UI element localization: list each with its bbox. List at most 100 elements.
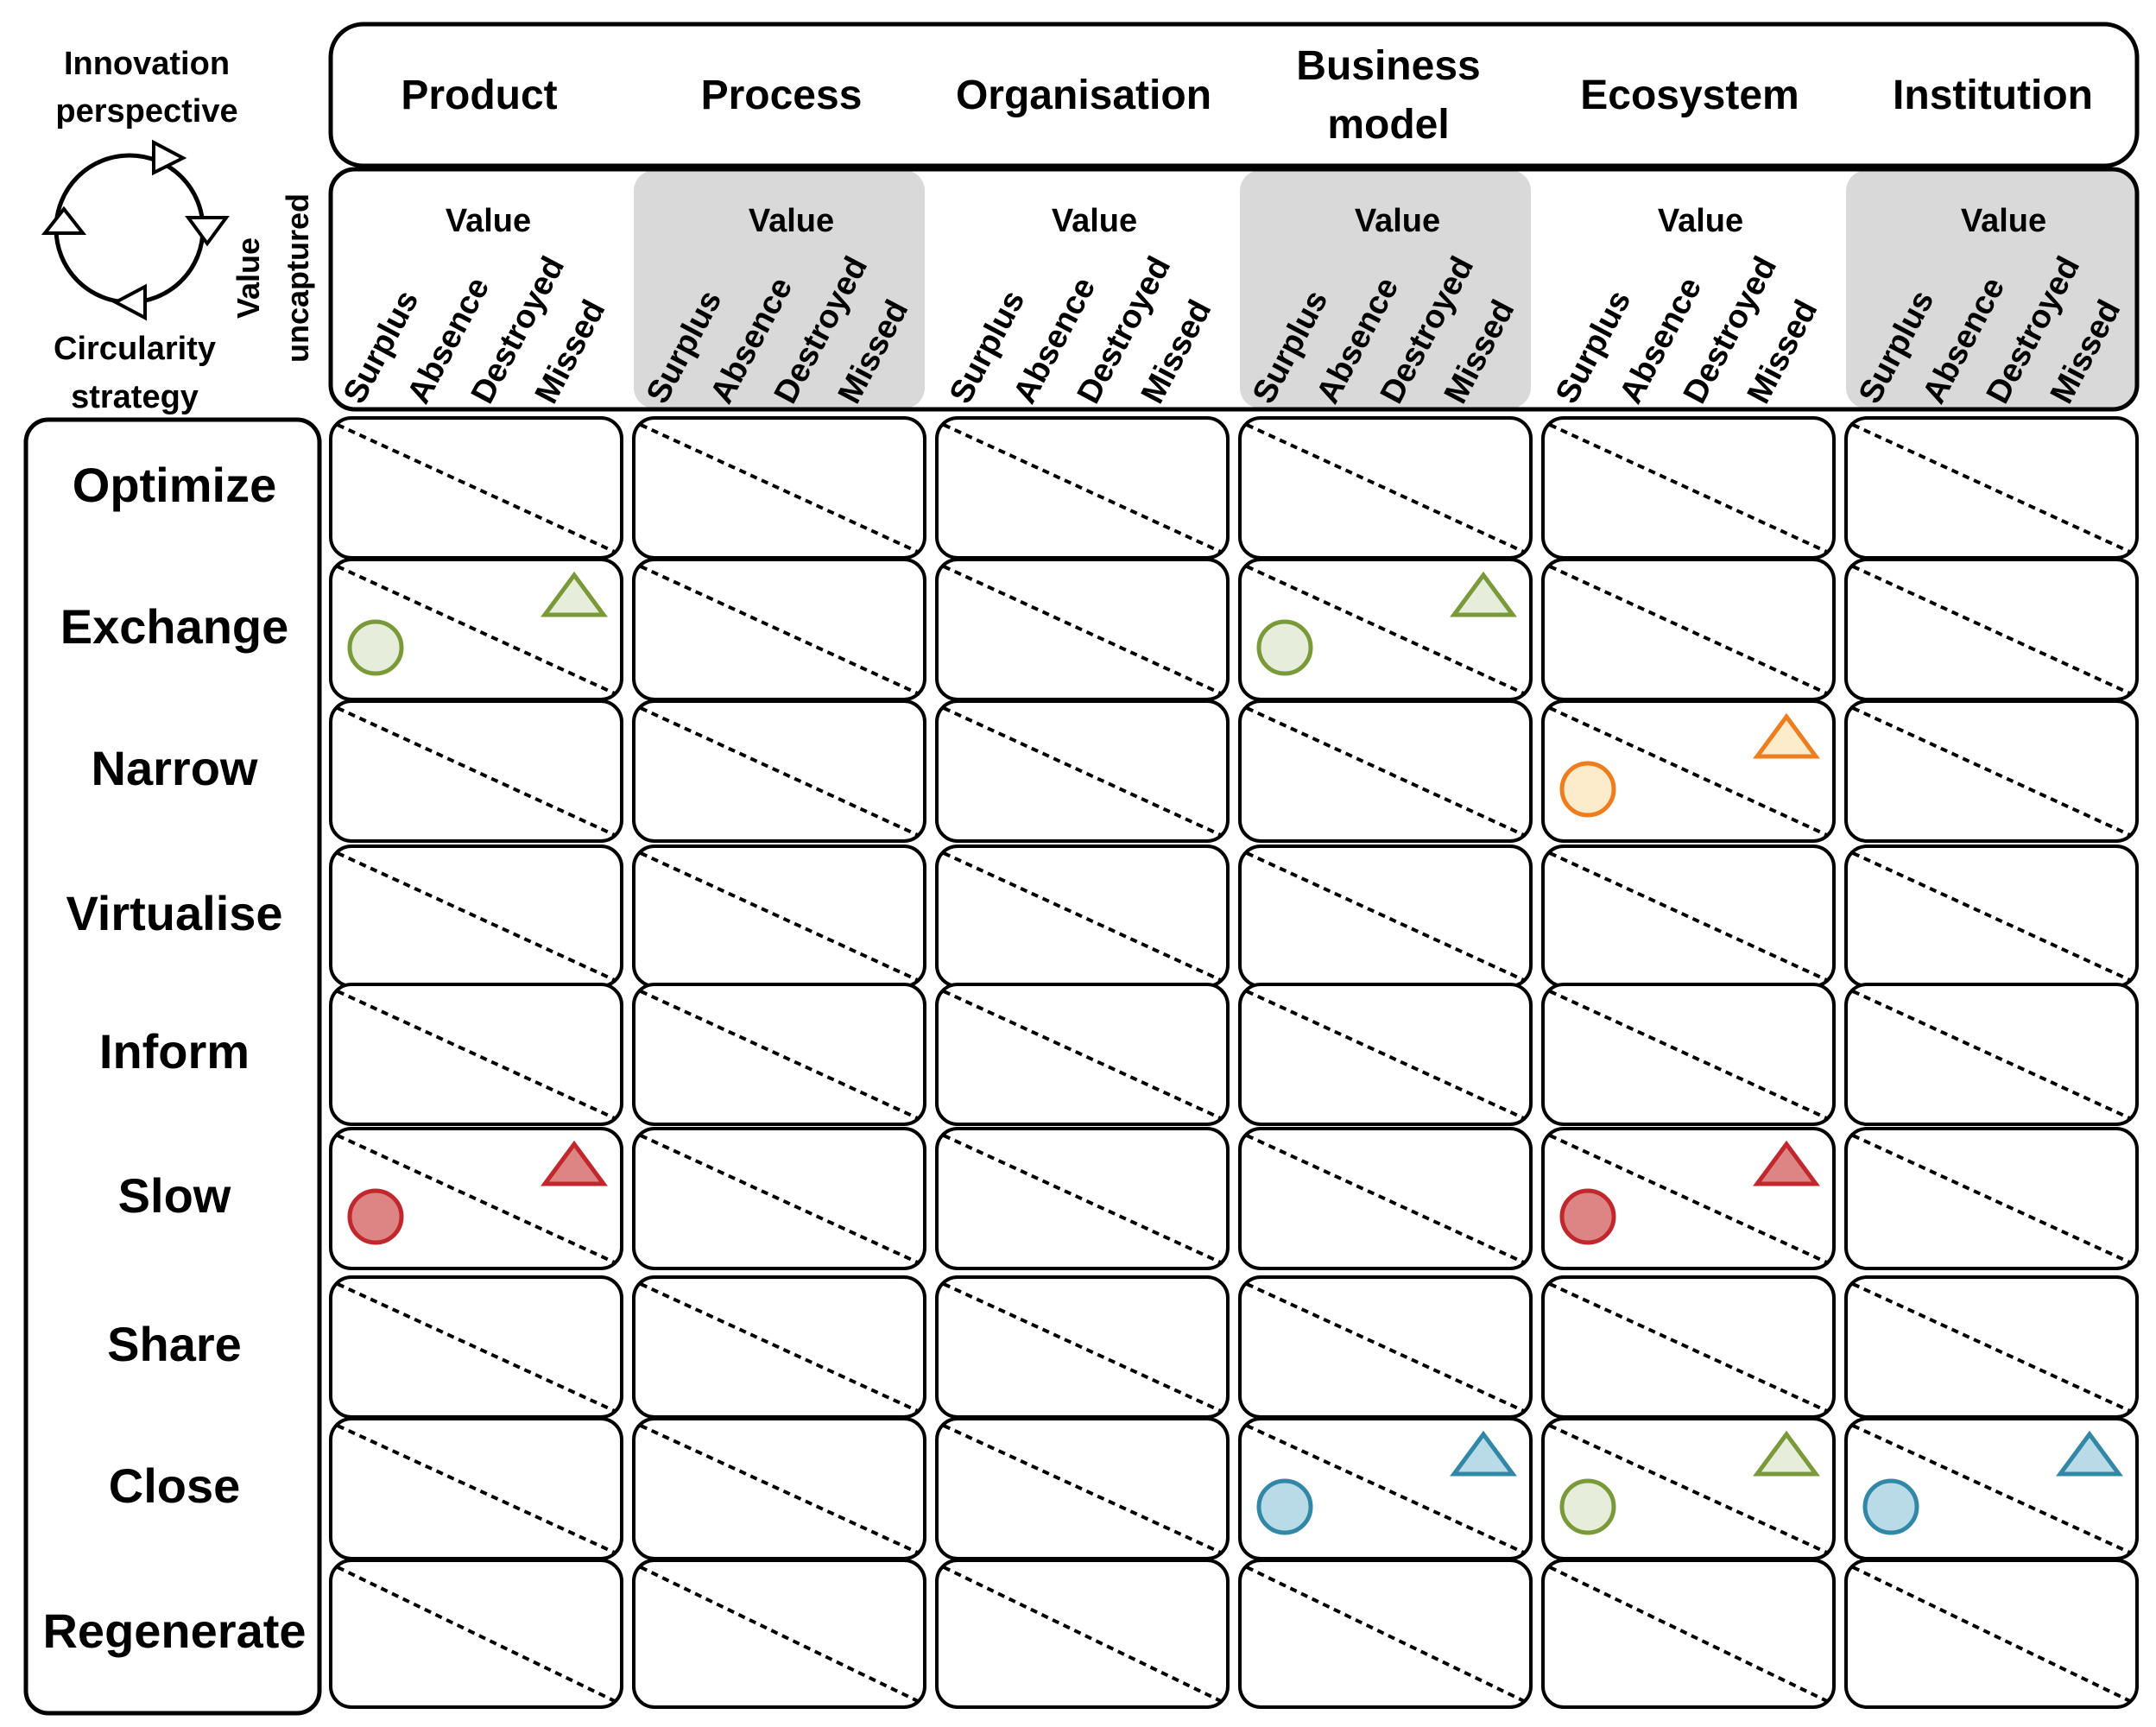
perspective-label-institution: Institution bbox=[1893, 73, 2093, 118]
cell-diagonal bbox=[640, 1424, 920, 1555]
cell-narrow-product[interactable] bbox=[329, 699, 623, 843]
marker-triangle-exchange-product bbox=[541, 571, 608, 617]
cell-diagonal bbox=[337, 1566, 617, 1704]
cell-virtualise-business-model[interactable] bbox=[1238, 845, 1533, 988]
cell-close-process[interactable] bbox=[632, 1417, 926, 1560]
cell-virtualise-process[interactable] bbox=[632, 845, 926, 988]
strategy-label-virtualise: Virtualise bbox=[66, 886, 282, 940]
cell-border bbox=[329, 983, 623, 1126]
cell-inform-institution[interactable] bbox=[1844, 983, 2139, 1126]
cell-diagonal bbox=[1549, 565, 1830, 696]
cell-diagonal bbox=[337, 423, 617, 554]
cell-slow-organisation[interactable] bbox=[935, 1127, 1230, 1270]
cell-optimize-organisation[interactable] bbox=[935, 416, 1230, 560]
cell-regenerate-product[interactable] bbox=[329, 1559, 623, 1709]
cell-optimize-product[interactable] bbox=[329, 416, 623, 560]
cell-border bbox=[1541, 558, 1836, 701]
cell-optimize-institution[interactable] bbox=[1844, 416, 2139, 560]
perspective-label-product: Product bbox=[401, 73, 557, 118]
marker-circle-exchange-business-model bbox=[1256, 619, 1313, 676]
value-header-label-institution: Value bbox=[1961, 203, 2046, 239]
cell-share-process[interactable] bbox=[632, 1275, 926, 1419]
cell-exchange-ecosystem[interactable] bbox=[1541, 558, 1836, 701]
cell-regenerate-ecosystem[interactable] bbox=[1541, 1559, 1836, 1709]
cell-border bbox=[329, 1275, 623, 1419]
cell-diagonal bbox=[943, 706, 1223, 838]
cell-diagonal bbox=[943, 990, 1223, 1121]
cell-share-organisation[interactable] bbox=[935, 1275, 1230, 1419]
cell-slow-product[interactable] bbox=[329, 1127, 623, 1270]
cell-border bbox=[632, 1417, 926, 1560]
cell-diagonal bbox=[1246, 1566, 1527, 1704]
cell-regenerate-process[interactable] bbox=[632, 1559, 926, 1709]
cell-border bbox=[935, 983, 1230, 1126]
cell-optimize-business-model[interactable] bbox=[1238, 416, 1533, 560]
strategy-label-exchange: Exchange bbox=[60, 599, 289, 654]
matrix-cells bbox=[329, 416, 2139, 1709]
cell-optimize-process[interactable] bbox=[632, 416, 926, 560]
marker-circle-close-institution bbox=[1862, 1478, 1919, 1535]
cell-regenerate-organisation[interactable] bbox=[935, 1559, 1230, 1709]
cell-narrow-business-model[interactable] bbox=[1238, 699, 1533, 843]
cell-slow-ecosystem[interactable] bbox=[1541, 1127, 1836, 1270]
cell-border bbox=[632, 416, 926, 560]
cell-slow-business-model[interactable] bbox=[1238, 1127, 1533, 1270]
cell-regenerate-institution[interactable] bbox=[1844, 1559, 2139, 1709]
cell-inform-organisation[interactable] bbox=[935, 983, 1230, 1126]
cell-slow-process[interactable] bbox=[632, 1127, 926, 1270]
strategy-label-slow: Slow bbox=[118, 1168, 231, 1223]
cell-border bbox=[1238, 699, 1533, 843]
marker-triangle-exchange-business-model bbox=[1450, 571, 1517, 617]
cell-diagonal bbox=[1852, 565, 2133, 696]
cell-border bbox=[632, 983, 926, 1126]
cell-inform-business-model[interactable] bbox=[1238, 983, 1533, 1126]
cell-diagonal bbox=[1246, 1282, 1527, 1414]
cell-border bbox=[329, 699, 623, 843]
cell-narrow-ecosystem[interactable] bbox=[1541, 699, 1836, 843]
cell-narrow-institution[interactable] bbox=[1844, 699, 2139, 843]
strategy-label-narrow: Narrow bbox=[92, 741, 258, 795]
cell-optimize-ecosystem[interactable] bbox=[1541, 416, 1836, 560]
strategy-labels: Optimize Exchange Narrow Virtualise Inform Sl… bbox=[42, 458, 306, 1658]
cell-exchange-institution[interactable] bbox=[1844, 558, 2139, 701]
cell-border bbox=[935, 1127, 1230, 1270]
marker-triangle-close-ecosystem bbox=[1753, 1430, 1820, 1477]
cell-inform-ecosystem[interactable] bbox=[1541, 983, 1836, 1126]
value-header-label-process: Value bbox=[749, 203, 834, 239]
cell-diagonal bbox=[943, 423, 1223, 554]
cell-share-ecosystem[interactable] bbox=[1541, 1275, 1836, 1419]
cell-border bbox=[935, 416, 1230, 560]
cell-inform-process[interactable] bbox=[632, 983, 926, 1126]
cell-diagonal bbox=[1246, 851, 1527, 983]
value-header-shading bbox=[634, 170, 2137, 408]
cell-virtualise-institution[interactable] bbox=[1844, 845, 2139, 988]
cell-diagonal bbox=[1549, 851, 1830, 983]
cell-narrow-organisation[interactable] bbox=[935, 699, 1230, 843]
cell-diagonal bbox=[337, 851, 617, 983]
cell-diagonal bbox=[943, 1134, 1223, 1265]
cell-diagonal bbox=[943, 1282, 1223, 1414]
cell-virtualise-ecosystem[interactable] bbox=[1541, 845, 1836, 988]
marker-circle-slow-product bbox=[347, 1188, 404, 1245]
cell-diagonal bbox=[1852, 706, 2133, 838]
cell-close-organisation[interactable] bbox=[935, 1417, 1230, 1560]
cell-diagonal bbox=[337, 1282, 617, 1414]
cell-diagonal bbox=[1549, 1134, 1830, 1265]
cell-share-business-model[interactable] bbox=[1238, 1275, 1533, 1419]
cell-diagonal bbox=[1549, 423, 1830, 554]
cell-diagonal bbox=[1852, 990, 2133, 1121]
marker-triangle-slow-product bbox=[541, 1140, 608, 1186]
cell-slow-institution[interactable] bbox=[1844, 1127, 2139, 1270]
cell-share-institution[interactable] bbox=[1844, 1275, 2139, 1419]
cell-close-product[interactable] bbox=[329, 1417, 623, 1560]
cell-virtualise-product[interactable] bbox=[329, 845, 623, 988]
cell-narrow-process[interactable] bbox=[632, 699, 926, 843]
cell-diagonal bbox=[337, 706, 617, 838]
cell-share-product[interactable] bbox=[329, 1275, 623, 1419]
cell-virtualise-organisation[interactable] bbox=[935, 845, 1230, 988]
cell-diagonal bbox=[943, 1566, 1223, 1704]
cell-regenerate-business-model[interactable] bbox=[1238, 1559, 1533, 1709]
cell-exchange-process[interactable] bbox=[632, 558, 926, 701]
cell-exchange-organisation[interactable] bbox=[935, 558, 1230, 701]
cell-inform-product[interactable] bbox=[329, 983, 623, 1126]
